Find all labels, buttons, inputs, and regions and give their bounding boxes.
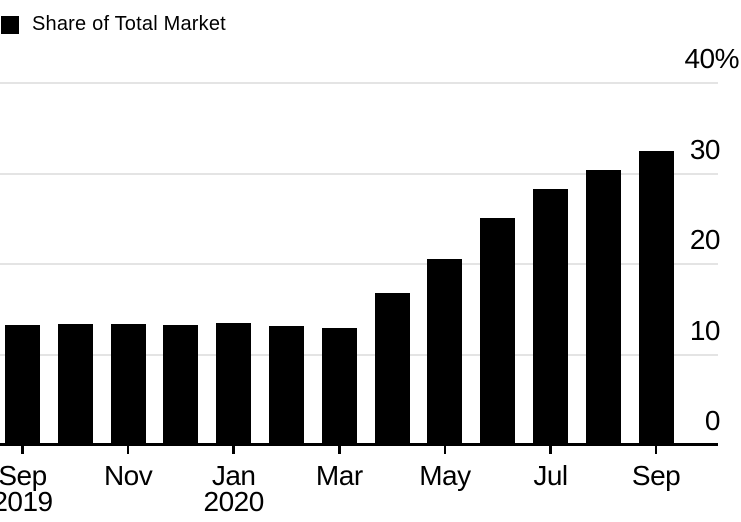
bar-oct-2019: [58, 323, 93, 445]
x-tick-may: [443, 445, 447, 454]
gridline-10: [0, 353, 718, 356]
bar-feb-2020: [269, 325, 304, 445]
x-tick-mar: [338, 445, 341, 454]
bar-jan-2020: [216, 322, 251, 445]
x-axis-label-may: May: [419, 460, 471, 491]
legend-swatch-icon: [1, 15, 19, 34]
x-tick-jan: [232, 445, 235, 454]
x-tick-nov: [126, 445, 130, 454]
x-tick-sep: [654, 445, 658, 454]
x-axis-label-mar: Mar: [315, 460, 363, 491]
bar-sep-2019: [5, 324, 40, 445]
y-axis-label-20: 20: [689, 224, 721, 255]
x-tick-sep: [21, 445, 24, 454]
y-axis-label-40: 40%: [684, 43, 739, 74]
x-axis-label-sep: Sep2019: [0, 460, 53, 517]
chart-legend: Share of Total Market: [1, 13, 226, 36]
bar-mar-2020: [322, 328, 357, 445]
y-axis-label-0: 0: [704, 405, 721, 436]
y-axis-label-30: 30: [689, 133, 721, 165]
bar-may-2020: [427, 259, 462, 445]
gridline-30: [0, 172, 718, 175]
legend-label: Share of Total Market: [32, 13, 226, 35]
gridline-40: [0, 82, 718, 84]
x-axis-label-jul: Jul: [533, 460, 568, 491]
bar-apr-2020: [375, 292, 410, 445]
x-axis-line: [0, 443, 718, 446]
x-axis-label-jan: Jan 2020: [203, 460, 265, 517]
x-axis-label-sep: Sep: [631, 460, 681, 491]
bar-jul-2020: [533, 188, 568, 445]
bar-sep-2020: [639, 150, 674, 445]
bar-dec-2019: [163, 324, 198, 445]
bar-aug-2020: [586, 169, 621, 445]
bar-jun-2020: [480, 217, 515, 445]
x-tick-jul: [549, 445, 552, 454]
gridline-20: [0, 263, 718, 265]
y-axis-label-10: 10: [689, 314, 721, 346]
bar-nov-2019: [111, 323, 146, 445]
x-axis-label-nov: Nov: [103, 460, 153, 491]
